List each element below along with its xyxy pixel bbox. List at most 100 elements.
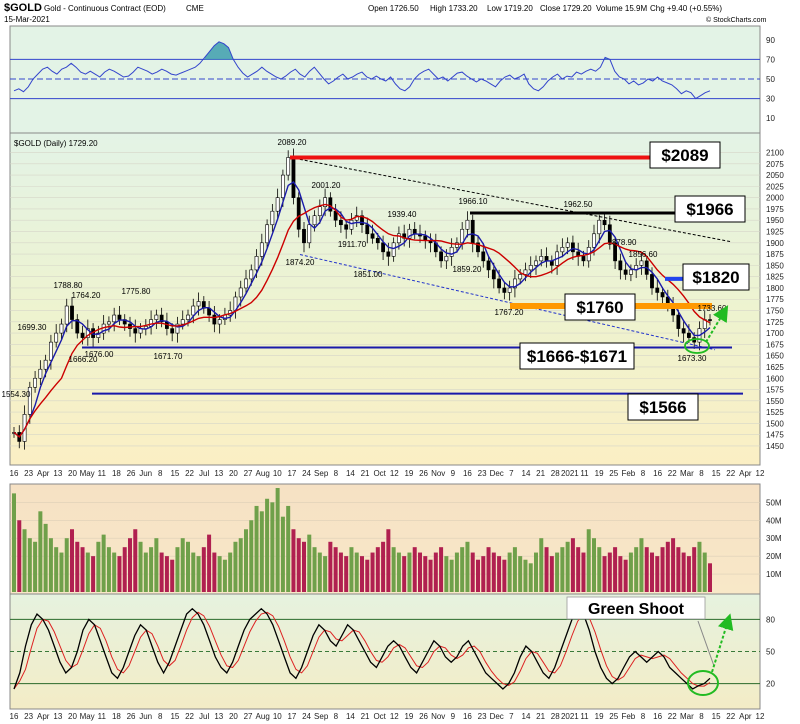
candle-body: [639, 260, 644, 266]
candle-body: [687, 332, 691, 338]
candle-body: [180, 319, 185, 325]
volume-bar: [249, 520, 254, 592]
x-axis-label: 22: [668, 712, 677, 721]
volume-bar: [375, 547, 380, 592]
volume-tick-label: 50M: [766, 498, 782, 507]
volume-bar: [539, 538, 544, 592]
x-axis-label: 13: [214, 469, 223, 478]
candle-body: [212, 314, 217, 325]
x-axis-label: 15: [712, 469, 721, 478]
x-axis-label: Apr: [37, 712, 50, 721]
price-annotation: 1856.60: [629, 250, 658, 259]
volume-bar: [85, 552, 90, 592]
price-annotation: 1767.20: [495, 308, 524, 317]
candle-body: [444, 256, 449, 262]
volume-bar: [75, 541, 80, 592]
price-annotation: 1699.30: [18, 323, 47, 332]
x-axis-label: 7: [509, 469, 514, 478]
candle-body: [565, 242, 570, 248]
volume-bar: [428, 559, 433, 592]
x-axis-label: 21: [361, 712, 370, 721]
price-tick-label: 1775: [766, 295, 784, 304]
candle-body: [170, 328, 175, 334]
high-value: High 1733.20: [430, 4, 478, 13]
volume-bar: [381, 541, 386, 592]
level-label-box: [519, 342, 635, 370]
candle-body: [270, 210, 275, 226]
x-axis-label: 19: [595, 469, 604, 478]
symbol-label: $GOLD: [4, 2, 42, 14]
x-axis-label: May: [80, 712, 95, 721]
level-label-box: [674, 195, 746, 223]
volume-bar: [106, 547, 111, 592]
price-annotation: 1666.20: [69, 355, 98, 364]
price-tick-label: 1825: [766, 273, 784, 282]
price-tick-label: 1725: [766, 318, 784, 327]
candle-body: [96, 332, 101, 338]
price-tick-label: 1550: [766, 397, 784, 406]
x-axis-label: 15: [712, 712, 721, 721]
price-annotation: 1733.60: [698, 304, 727, 313]
x-axis-label: 11: [98, 712, 107, 721]
volume-bar: [586, 529, 591, 592]
volume-bar: [507, 552, 512, 592]
volume-bar: [191, 552, 196, 592]
volume-bar: [180, 538, 185, 592]
volume-bar: [702, 552, 707, 592]
x-axis-label: 16: [463, 469, 472, 478]
x-axis-label: Jun: [139, 469, 152, 478]
volume-bar: [470, 552, 475, 592]
x-axis-label: Oct: [373, 712, 386, 721]
volume-bar: [80, 547, 85, 592]
x-axis-label: 14: [346, 469, 355, 478]
candle-body: [618, 260, 623, 271]
volume-bar: [43, 523, 48, 592]
candle-body: [365, 224, 370, 235]
x-axis-label: 24: [302, 712, 311, 721]
x-axis-label: 10: [273, 712, 282, 721]
volume-bar: [534, 552, 538, 592]
rsi-chart: 90 70 50 30 10: [10, 36, 775, 123]
x-axis-label: 23: [478, 712, 487, 721]
volume-bar: [143, 552, 148, 592]
price-annotation: 1764.20: [72, 291, 101, 300]
x-axis-label: Jul: [199, 712, 209, 721]
watermark: © StockCharts.com: [706, 16, 767, 24]
price-annotation: 1671.70: [154, 352, 183, 361]
candle-body: [455, 242, 459, 248]
volume-bar: [639, 538, 644, 592]
candle-body: [27, 386, 32, 415]
price-tick-label: 1650: [766, 352, 784, 361]
price-tick-label: 1475: [766, 431, 784, 440]
x-axis-label: 23: [24, 712, 33, 721]
volume-bar: [12, 493, 16, 592]
candle-body: [107, 321, 111, 325]
x-axis-label: 12: [756, 712, 765, 721]
rsi-line: [13, 41, 711, 100]
candle-body: [507, 287, 512, 293]
candle-body: [259, 242, 264, 257]
date-label: 15-Mar-2021: [4, 15, 50, 24]
x-axis-label: 22: [726, 469, 735, 478]
volume-bar: [692, 547, 697, 592]
x-axis-label: 16: [10, 469, 19, 478]
candle-body: [386, 251, 391, 257]
x-axis-label: Feb: [621, 712, 635, 721]
volume-bar: [117, 556, 122, 592]
volume-bar: [655, 556, 660, 592]
x-axis-label: 12: [756, 469, 765, 478]
candle-body: [80, 332, 85, 338]
volume-bar: [481, 556, 486, 592]
x-axis-label: May: [80, 469, 95, 478]
volume-bar: [302, 541, 306, 592]
candle-body: [681, 328, 686, 334]
volume-bar: [697, 541, 702, 592]
x-axis-label: 18: [112, 469, 121, 478]
volume-bar: [486, 547, 491, 592]
candle-body: [560, 247, 565, 253]
volume-bar: [64, 538, 69, 592]
volume-bar: [386, 529, 391, 592]
x-axis-label: 14: [522, 469, 531, 478]
volume-bar: [101, 534, 106, 592]
